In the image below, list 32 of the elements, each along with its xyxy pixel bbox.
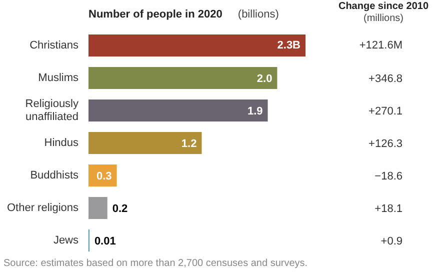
text: −18.6 (374, 170, 403, 182)
data-label: 0.2 (112, 203, 128, 215)
bar (88, 197, 108, 219)
bar (88, 34, 306, 56)
bar (88, 67, 278, 89)
text: +346.8 (368, 73, 402, 85)
y-tick-label: Hindus (44, 137, 79, 149)
data-label: 1.2 (181, 138, 197, 150)
bar (88, 132, 202, 154)
y-tick-label: Religiously unaffiliated (25, 98, 79, 124)
text: +270.1 (368, 106, 402, 118)
text: +18.1 (374, 203, 403, 215)
text: (millions) (364, 13, 404, 24)
y-tick-label: Other religions (6, 202, 79, 214)
data-label: 2.0 (256, 73, 272, 85)
chart-subtitle: (billions) (238, 8, 279, 20)
y-tick-label: Muslims (38, 72, 79, 84)
text: +126.3 (368, 138, 402, 150)
y-tick-label: Jews (53, 234, 79, 246)
text: +121.6M (359, 40, 403, 52)
text: +0.9 (380, 236, 403, 248)
y-tick-label: Buddhists (30, 170, 79, 182)
bar (88, 100, 268, 122)
chart-title: Number of people in 2020 (88, 8, 222, 20)
data-label: 2.3B (277, 40, 301, 52)
source-note: Source: estimates based on more than 2,700 censuses and surveys. (4, 258, 308, 269)
text: Change since 2010 (338, 1, 429, 12)
data-label: 0.01 (94, 236, 116, 248)
data-label: 0.3 (96, 170, 112, 182)
data-label: 1.9 (247, 106, 263, 118)
y-tick-label: Christians (30, 40, 79, 52)
bar (88, 164, 117, 186)
